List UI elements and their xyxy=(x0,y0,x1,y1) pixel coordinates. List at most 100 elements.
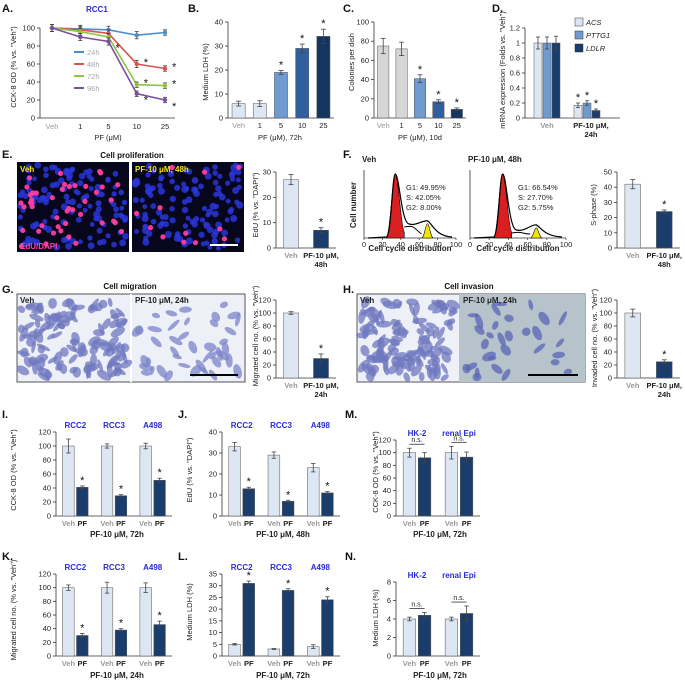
panel-label-h: H. xyxy=(343,284,354,296)
panel-i-ytick-label-5: 100 xyxy=(38,442,51,451)
panel-l-ylabel: Medium LDH (%) xyxy=(185,583,194,641)
panel-d-bar-LDLR-0 xyxy=(551,42,561,119)
dapi-nucleus xyxy=(69,198,76,206)
migrated-cell-pf xyxy=(211,311,221,322)
dapi-nucleus xyxy=(105,233,111,239)
dapi-nucleus xyxy=(150,218,157,225)
migrated-cell-veh xyxy=(47,314,60,319)
dapi-nucleus xyxy=(155,209,163,216)
panel-c-ytick-label-4: 80 xyxy=(361,37,369,46)
dapi-nucleus xyxy=(181,206,189,214)
invasion-cells xyxy=(356,296,573,383)
panel-l-star-1: * xyxy=(247,570,252,582)
panel-k-xtick-label-4: Veh xyxy=(139,659,153,668)
edu-positive-nucleus xyxy=(183,230,189,236)
panel-f-veh-title: Veh xyxy=(362,155,376,164)
invaded-cell-veh xyxy=(427,359,439,367)
dapi-nucleus xyxy=(180,181,187,187)
invaded-cell-veh xyxy=(387,343,396,352)
panel-e-plot: 0 10 20 30 Veh * PF-10 μM,48h xyxy=(263,168,339,270)
pf-s-stat: S: 27.70% xyxy=(518,193,553,202)
dapi-nucleus xyxy=(73,189,79,194)
dapi-nucleus xyxy=(82,207,88,213)
migrated-cell-pf xyxy=(156,364,168,378)
edu-positive-nucleus xyxy=(192,240,199,246)
legend-label-72h: 72h xyxy=(87,72,100,81)
panel-m-bar-2 xyxy=(444,452,458,517)
panel-j-ytick-label-4: 40 xyxy=(209,428,217,437)
invaded-cell-veh xyxy=(360,296,371,309)
panel-a-star-72h-4: * xyxy=(172,79,177,91)
panel-b-bar-3 xyxy=(295,48,310,119)
panel-b-xtick-label-4: 25 xyxy=(319,121,327,130)
panel-b-xtick-label-0: Veh xyxy=(232,121,245,130)
dapi-nucleus xyxy=(87,242,95,250)
panel-h-xtick-label-0: Veh xyxy=(626,381,640,390)
edu-positive-nucleus xyxy=(36,228,42,234)
panel-d-plot: 0 0.2 0.4 0.6 0.8 1 1.2 * * * Veh PF-10 μM,24h xyxy=(510,24,620,139)
dapi-nucleus xyxy=(52,164,58,170)
migrated-cell-veh xyxy=(70,315,78,323)
invaded-cell-veh xyxy=(436,326,445,340)
panel-k-xtick-label-3: PF xyxy=(116,659,126,668)
panel-c-xlabel: PF (μM), 10d xyxy=(398,133,442,142)
dapi-nucleus xyxy=(198,183,204,190)
dapi-nucleus xyxy=(234,168,242,176)
panel-k-ytick-label-4: 80 xyxy=(43,597,51,606)
dapi-nucleus xyxy=(58,177,65,184)
panel-a-xtick-label-4: 25 xyxy=(161,122,169,131)
panel-j-bar-1 xyxy=(242,488,255,517)
panel-b-ytick-label-1: 10 xyxy=(215,90,223,99)
panel-b-bar-4 xyxy=(316,36,331,119)
dapi-nucleus xyxy=(119,239,127,247)
panel-n-ylabel: Medium LDH (%) xyxy=(371,589,380,647)
panel-a-ylabel: CCK-8 OD (% vs. "Veh") xyxy=(9,26,18,108)
hist-veh-s-phase xyxy=(404,225,422,235)
panel-b-xtick-label-1: 1 xyxy=(258,121,262,130)
dapi-nucleus xyxy=(43,166,49,173)
panel-n-xtick-label-3: PF xyxy=(462,659,472,668)
invaded-cell-veh xyxy=(360,345,370,357)
panel-j-xtick-label-5: PF xyxy=(323,519,333,528)
panel-c-ytick-label-0: 0 xyxy=(365,114,369,123)
hist-pf-xtick-label-2: 40 xyxy=(504,240,512,249)
pf-g1-stat: G1: 66.54% xyxy=(518,183,558,192)
dapi-nucleus xyxy=(211,237,218,245)
panel-d-ytick-label-3: 0.6 xyxy=(510,69,520,78)
invaded-cell-veh xyxy=(387,338,399,346)
panel-i-group-label-0: RCC2 xyxy=(64,421,86,430)
edu-positive-nucleus xyxy=(62,181,68,188)
panel-label-k: K. xyxy=(2,551,13,563)
panel-k: K. Migrated cell no. (% vs. "Veh") PF-10… xyxy=(2,551,172,680)
panel-label-j: J. xyxy=(178,409,187,421)
invaded-cell-veh xyxy=(397,300,403,309)
dapi-nucleus xyxy=(76,203,83,209)
panel-b-ytick-label-4: 40 xyxy=(215,18,223,27)
panel-c-bar-1 xyxy=(395,48,408,119)
panel-i-bar-0 xyxy=(62,445,75,517)
hist-pf-g2-peak xyxy=(530,227,543,239)
migrated-cell-veh xyxy=(107,355,119,368)
panel-label-c: C. xyxy=(343,3,354,15)
panel-a-point-48h-3 xyxy=(134,61,139,67)
invaded-cell-veh xyxy=(446,299,460,310)
migrated-cell-veh xyxy=(21,333,37,340)
panel-label-m: M. xyxy=(345,409,357,421)
edu-positive-nucleus xyxy=(26,175,33,181)
invaded-cell-pf xyxy=(472,372,482,382)
migrated-cell-veh xyxy=(37,372,50,381)
panel-j-bar-2 xyxy=(267,454,281,517)
panel-h-ytick-label-0: 0 xyxy=(608,374,612,383)
dapi-nucleus xyxy=(207,244,213,250)
invaded-cell-veh xyxy=(418,371,425,382)
migrated-cell-veh xyxy=(89,344,99,355)
dapi-nucleus xyxy=(118,212,124,218)
dapi-nucleus xyxy=(215,245,222,251)
migrated-cell-veh xyxy=(26,303,36,309)
dapi-nucleus xyxy=(53,243,61,251)
dapi-nucleus xyxy=(230,164,238,172)
panel-f-ytick-label-0: 0 xyxy=(608,244,612,253)
invaded-cell-veh xyxy=(403,372,411,383)
invaded-cell-veh xyxy=(375,309,382,323)
edu-positive-nucleus xyxy=(18,243,24,249)
